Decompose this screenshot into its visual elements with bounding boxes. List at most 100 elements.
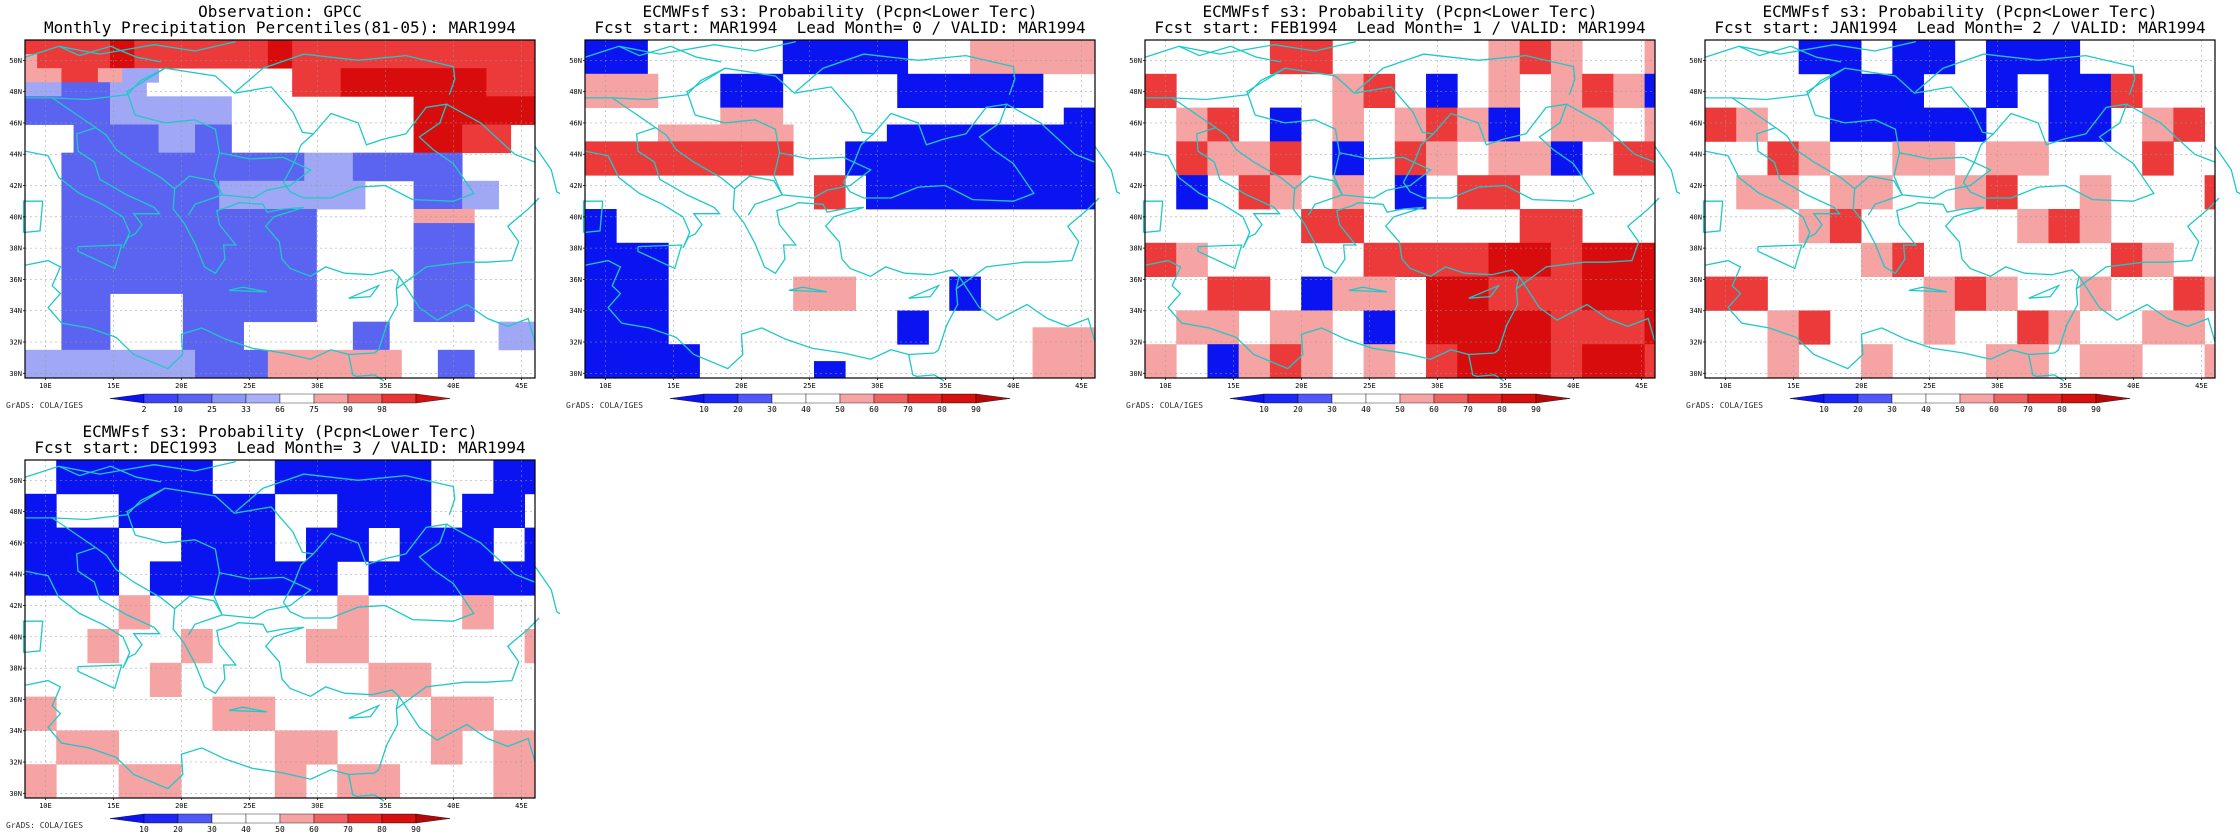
colorbar-swatch	[381, 393, 417, 404]
grid-cell	[347, 476, 359, 495]
grid-cell	[1478, 344, 1489, 362]
colorbar-label: 80	[2057, 405, 2067, 414]
grid-cell	[1415, 175, 1427, 193]
grid-cell	[595, 259, 607, 277]
coastline	[1348, 286, 1388, 293]
grid-cell	[149, 764, 161, 782]
colorbar-swatch	[1433, 393, 1469, 404]
grid-cell	[928, 124, 940, 142]
grid-cell	[97, 293, 111, 308]
grid-cell	[585, 242, 596, 261]
grid-cell	[1944, 293, 1956, 311]
grid-cell	[2204, 293, 2216, 311]
grid-cell	[657, 242, 669, 261]
grid-cell	[2121, 242, 2133, 261]
grid-cell	[326, 578, 338, 596]
grid-cell	[170, 493, 182, 512]
grid-cell	[340, 40, 354, 55]
grid-cell	[1923, 124, 1935, 142]
grid-cell	[2006, 141, 2018, 159]
grid-cell	[1384, 327, 1396, 345]
grid-cell	[97, 279, 111, 294]
grid-cell	[1923, 158, 1935, 176]
grid-cell	[97, 68, 111, 83]
grid-cell	[181, 578, 192, 596]
grid-cell	[1746, 175, 1758, 193]
grid-cell	[1954, 175, 1966, 193]
colorbar-swatch	[313, 813, 349, 824]
grid-cell	[1736, 124, 1748, 142]
lat-tick-label: 50N	[9, 57, 22, 65]
grid-cell	[503, 730, 515, 748]
grid-cell	[1032, 327, 1044, 345]
grid-cell	[139, 595, 151, 613]
grid-cell	[219, 54, 232, 69]
grid-cell	[1457, 310, 1469, 328]
grid-cell	[1829, 209, 1841, 227]
grid-cell	[61, 166, 74, 182]
grid-cell	[482, 544, 494, 562]
grid-cell	[657, 361, 669, 379]
grid-cell	[1644, 327, 1656, 345]
grid-cell	[365, 82, 378, 97]
grid-cell	[97, 578, 109, 596]
grid-cell	[85, 279, 99, 294]
grid-cell	[97, 730, 109, 748]
grid-cell	[585, 141, 596, 159]
grid-cell	[462, 493, 473, 512]
grid-cell	[1644, 40, 1656, 58]
map-frame	[24, 39, 536, 379]
coastline	[1468, 284, 1501, 299]
grid-cell	[292, 251, 305, 266]
grid-cell	[410, 679, 421, 697]
grid-cell	[2058, 225, 2070, 244]
grid-cell	[122, 194, 135, 210]
grid-cell	[49, 54, 62, 69]
grid-cell	[1509, 293, 1521, 311]
grid-cell	[524, 764, 536, 782]
grid-cell	[897, 73, 909, 92]
grid-cell	[122, 54, 135, 69]
colorbar-label: 60	[309, 825, 319, 834]
grid-cell	[316, 561, 328, 579]
grid-cell	[122, 40, 135, 55]
grid-cell	[292, 40, 305, 55]
grid-cell	[472, 493, 484, 512]
grid-cell	[605, 209, 617, 227]
grid-cell	[61, 180, 74, 196]
lat-tick-label: 48N	[1689, 88, 1702, 96]
lat-tick-label: 30N	[569, 370, 582, 378]
grid-cell	[181, 561, 192, 579]
grid-cell	[595, 225, 607, 244]
grid-cell	[1467, 361, 1479, 379]
grid-cell	[340, 68, 354, 83]
grid-cell	[149, 561, 161, 579]
grid-cell	[1634, 242, 1645, 261]
grid-cell	[191, 561, 203, 579]
grid-cell	[918, 90, 929, 108]
grid-cell	[347, 544, 359, 562]
grid-cell	[401, 152, 414, 168]
grid-cell	[170, 561, 182, 579]
grid-cell	[108, 527, 120, 545]
grid-cell	[280, 180, 293, 196]
grid-cell	[1238, 141, 1250, 159]
grid-cell	[231, 293, 244, 308]
grid-cell	[87, 544, 99, 562]
grid-cell	[474, 96, 487, 111]
grid-cell	[328, 194, 342, 210]
grid-cell	[45, 696, 57, 714]
grid-cell	[1582, 327, 1593, 345]
grid-cell	[1902, 242, 1914, 261]
grid-cell	[990, 40, 1002, 58]
grid-cell	[907, 192, 919, 210]
grid-cell	[2079, 107, 2091, 125]
grid-cell	[160, 578, 172, 596]
grid-cell	[1478, 107, 1489, 125]
grid-cell	[2152, 327, 2164, 345]
grid-cell	[2100, 344, 2112, 362]
grid-cell	[129, 476, 140, 495]
grid-cell	[280, 293, 293, 308]
